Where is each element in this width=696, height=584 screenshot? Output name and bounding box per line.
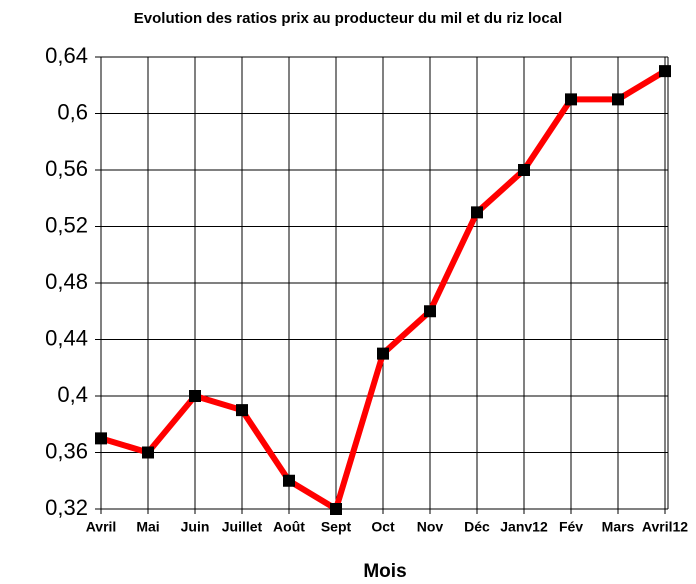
x-tick-label: Août [273,519,305,535]
data-point [565,93,577,106]
data-point [236,404,248,417]
y-tick-label: 0,48 [45,269,88,294]
x-tick-label: Mai [136,519,159,535]
x-tick-label: Avril12 [642,519,688,535]
x-tick-label: Sept [321,519,352,535]
x-tick-label: Déc [464,519,490,535]
y-tick-label: 0,6 [57,99,88,124]
data-point [471,206,483,219]
data-point [142,446,154,459]
x-tick-label: Fév [559,519,583,535]
data-point [424,305,436,318]
x-tick-label: Nov [417,519,444,535]
x-tick-label: Juin [181,519,210,535]
data-point [377,347,389,360]
x-tick-label: Juillet [222,519,263,535]
x-tick-label: Mars [602,519,635,535]
x-tick-label: Janv12 [500,519,548,535]
y-tick-label: 0,56 [45,156,88,181]
data-point [189,390,201,402]
data-point [95,432,107,445]
data-point [330,503,342,515]
y-tick-label: 0,32 [45,495,88,520]
data-point [283,474,295,487]
data-point [612,93,624,106]
y-tick-label: 0,44 [45,325,88,350]
y-tick-label: 0,36 [45,438,88,463]
data-point [518,164,530,176]
y-tick-label: 0,64 [45,43,88,68]
x-axis-label: Mois [363,561,406,582]
data-point [659,65,671,78]
x-tick-label: Avril [86,519,117,535]
y-tick-label: 0,4 [57,382,88,407]
x-tick-label: Oct [371,519,395,535]
chart-title: Evolution des ratios prix au producteur … [134,10,562,27]
y-tick-label: 0,52 [45,212,88,237]
